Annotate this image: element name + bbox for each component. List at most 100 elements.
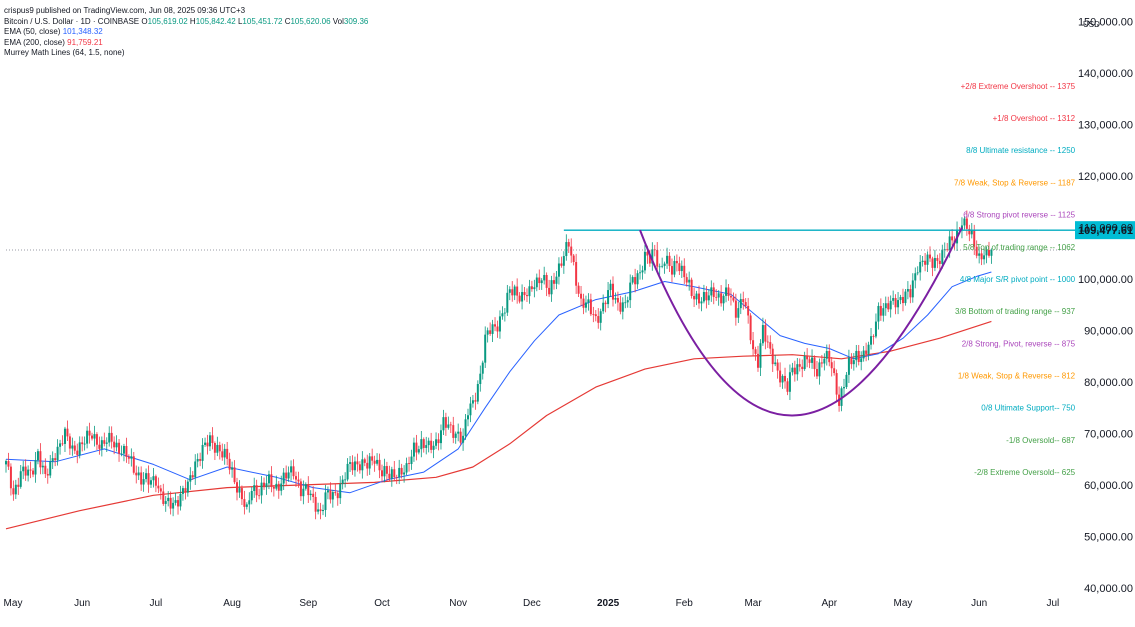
murrey-legend[interactable]: Murrey Math Lines (64, 1.5, none)	[4, 48, 368, 59]
candle-body	[412, 442, 415, 457]
candle-body	[390, 469, 393, 479]
candle-body	[636, 273, 639, 285]
candle-body	[339, 484, 342, 499]
x-tick-label: Nov	[449, 598, 467, 609]
candle-body	[629, 282, 632, 301]
candle-body	[882, 308, 885, 316]
low-label: L	[237, 16, 243, 26]
high-value: 105,842.42	[195, 16, 236, 26]
x-tick-label: May	[4, 598, 23, 609]
candle-body	[137, 472, 140, 476]
x-tick-label: Sep	[299, 598, 317, 609]
candle-body	[747, 305, 750, 316]
candle-body	[32, 470, 35, 475]
candle-body	[88, 430, 91, 436]
candle-body	[154, 476, 157, 486]
ema200-value: 91,759.21	[67, 37, 103, 47]
candle-body	[363, 459, 366, 463]
candle-body	[855, 350, 858, 361]
candle-body	[39, 451, 42, 468]
candle-body	[189, 475, 192, 482]
x-tick-label: Jun	[74, 598, 90, 609]
candle-body	[287, 472, 290, 479]
open-label: O	[141, 16, 148, 26]
candle-body	[299, 481, 302, 497]
candle-body	[213, 442, 216, 453]
candle-body	[693, 295, 696, 300]
candle-body	[877, 305, 880, 322]
candle-body	[611, 283, 614, 300]
candle-body	[931, 258, 934, 268]
candle-body	[61, 443, 64, 445]
symbol-name: Bitcoin / U.S. Dollar · 1D · COINBASE	[4, 16, 140, 26]
candle-body	[968, 228, 971, 235]
candle-body	[349, 462, 352, 464]
candle-body	[577, 285, 580, 294]
candle-body	[722, 295, 725, 304]
candle-body	[29, 469, 32, 471]
x-tick-label: Feb	[676, 598, 694, 609]
candle-body	[191, 475, 194, 478]
candle-body	[95, 434, 98, 445]
candle-body	[680, 265, 683, 272]
ema50-label: EMA (50, close)	[4, 27, 61, 36]
candle-body	[975, 246, 978, 256]
candle-body	[523, 292, 526, 296]
candle-body	[616, 297, 619, 303]
candle-body	[294, 476, 297, 480]
candle-body	[484, 334, 487, 363]
candle-body	[378, 459, 381, 471]
candle-body	[720, 293, 723, 304]
candle-body	[14, 484, 17, 495]
candle-body	[383, 466, 386, 477]
murrey-level-label: -2/8 Extreme Oversold-- 62500	[974, 468, 1084, 477]
y-tick-label: 150,000.00	[1078, 16, 1133, 28]
candle-body	[776, 362, 779, 371]
candle-body	[978, 253, 981, 256]
candle-body	[5, 461, 7, 465]
candle-body	[71, 445, 74, 449]
candle-body	[130, 456, 133, 459]
candle-body	[334, 492, 337, 494]
candle-body	[850, 357, 853, 365]
candle-body	[663, 263, 666, 266]
candle-body	[584, 302, 587, 308]
ema50-legend[interactable]: EMA (50, close) 101,348.32	[4, 27, 368, 38]
candle-body	[265, 483, 268, 488]
candle-body	[432, 445, 435, 450]
candle-body	[604, 302, 607, 305]
candle-body	[599, 311, 602, 323]
candle-body	[132, 456, 135, 473]
candle-body	[852, 360, 855, 365]
candle-body	[818, 362, 821, 377]
candle-body	[678, 263, 681, 272]
ema200-legend[interactable]: EMA (200, close) 91,759.21	[4, 38, 368, 49]
candle-body	[673, 261, 676, 275]
candle-body	[462, 435, 465, 443]
murrey-level-label: 1/8 Weak, Stop & Reverse -- 81250	[958, 372, 1085, 381]
candle-body	[793, 367, 796, 375]
candle-body	[980, 253, 983, 260]
candle-body	[798, 364, 801, 367]
candle-body	[865, 350, 868, 354]
candle-body	[754, 349, 757, 354]
candle-body	[752, 340, 755, 350]
candle-body	[884, 303, 887, 309]
candle-body	[973, 230, 976, 247]
candle-body	[774, 362, 777, 365]
candle-body	[781, 375, 784, 383]
candle-body	[240, 488, 243, 500]
candle-body	[811, 357, 814, 363]
candle-body	[380, 470, 383, 477]
candle-body	[715, 296, 718, 298]
candle-body	[113, 441, 116, 448]
candle-body	[474, 400, 477, 402]
candle-body	[263, 482, 266, 488]
candle-body	[164, 501, 167, 504]
candle-body	[395, 477, 398, 478]
candle-body	[27, 469, 30, 476]
candle-body	[159, 488, 162, 492]
candle-body	[823, 358, 826, 364]
candle-body	[990, 250, 993, 256]
